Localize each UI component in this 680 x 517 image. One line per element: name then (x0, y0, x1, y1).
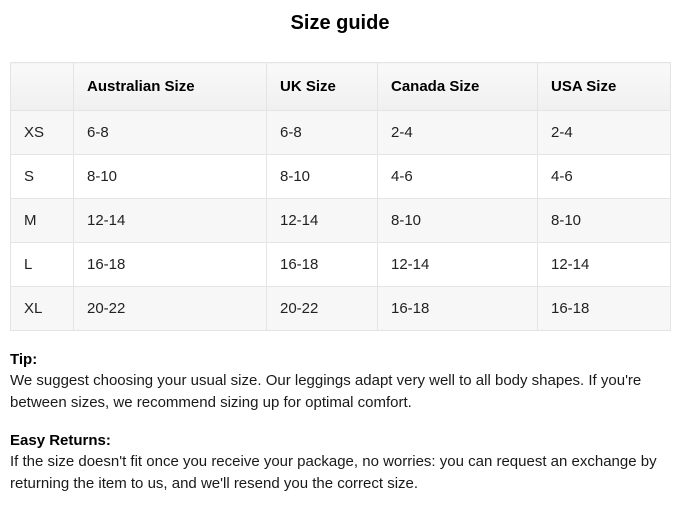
page-title: Size guide (290, 12, 390, 34)
size-cell: 6-8 (266, 110, 378, 155)
size-cell: 12-14 (73, 198, 267, 243)
table-row: XS 6-8 6-8 2-4 2-4 (10, 110, 671, 155)
size-cell: 8-10 (73, 154, 267, 199)
size-cell: 16-18 (73, 242, 267, 287)
size-guide-table: Australian Size UK Size Canada Size USA … (10, 62, 671, 331)
easy-returns-heading: Easy Returns: (10, 432, 111, 449)
row-label: M (10, 198, 74, 243)
tip-heading: Tip: (10, 351, 38, 368)
header-cell-blank (10, 62, 74, 111)
size-cell: 16-18 (537, 286, 671, 331)
size-cell: 6-8 (73, 110, 267, 155)
tip-section: Tip: We suggest choosing your usual size… (10, 351, 670, 414)
size-cell: 20-22 (73, 286, 267, 331)
size-cell: 8-10 (266, 154, 378, 199)
size-cell: 8-10 (377, 198, 538, 243)
size-cell: 2-4 (537, 110, 671, 155)
size-cell: 16-18 (377, 286, 538, 331)
size-cell: 4-6 (537, 154, 671, 199)
size-cell: 2-4 (377, 110, 538, 155)
header-cell-canada-size: Canada Size (377, 62, 538, 111)
size-cell: 4-6 (377, 154, 538, 199)
row-label: S (10, 154, 74, 199)
header-cell-uk-size: UK Size (266, 62, 378, 111)
size-cell: 12-14 (377, 242, 538, 287)
table-row: L 16-18 16-18 12-14 12-14 (10, 242, 671, 287)
header-cell-usa-size: USA Size (537, 62, 671, 111)
table-row: S 8-10 8-10 4-6 4-6 (10, 154, 671, 199)
size-guide-page: Size guide Australian Size UK Size Canad… (0, 12, 680, 495)
row-label: XL (10, 286, 74, 331)
row-label: L (10, 242, 74, 287)
easy-returns-section: Easy Returns: If the size doesn't fit on… (10, 432, 670, 495)
table-header-row: Australian Size UK Size Canada Size USA … (10, 62, 671, 111)
easy-returns-body: If the size doesn't fit once you receive… (10, 453, 657, 492)
size-cell: 16-18 (266, 242, 378, 287)
tip-body: We suggest choosing your usual size. Our… (10, 372, 642, 411)
size-cell: 12-14 (537, 242, 671, 287)
size-cell: 8-10 (537, 198, 671, 243)
table-row: XL 20-22 20-22 16-18 16-18 (10, 286, 671, 331)
table-row: M 12-14 12-14 8-10 8-10 (10, 198, 671, 243)
size-cell: 20-22 (266, 286, 378, 331)
row-label: XS (10, 110, 74, 155)
header-cell-australian-size: Australian Size (73, 62, 267, 111)
size-cell: 12-14 (266, 198, 378, 243)
